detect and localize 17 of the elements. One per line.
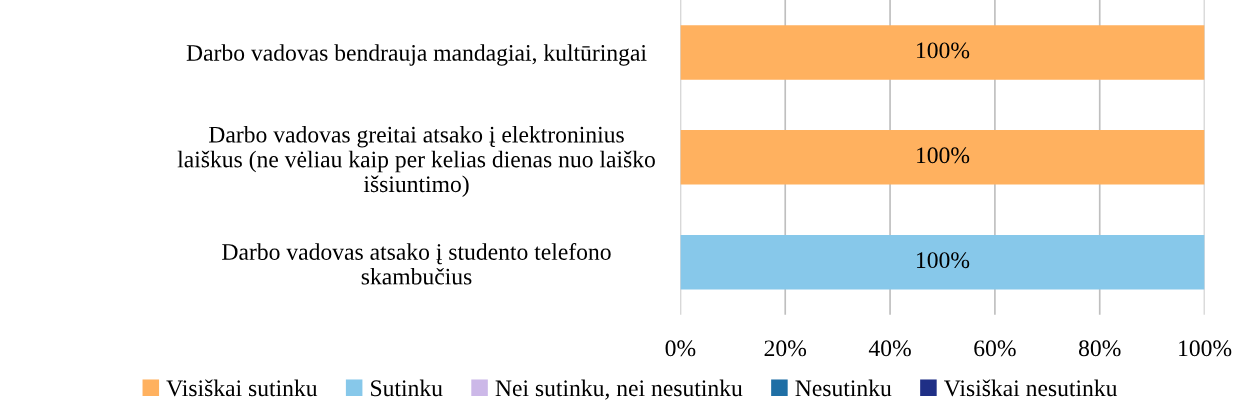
y-tick-label: Darbo vadovas greitai atsako į elektroninius laiškus (ne vėliau kaip per kelias dienas nuo laiško išsiuntimo): [177, 126, 655, 197]
x-tick-label: 40%: [868, 340, 911, 357]
x-tick-label: 100%: [1179, 340, 1232, 357]
legend-label: Visiškai sutinku: [166, 379, 318, 397]
x-tick-label: 60%: [974, 340, 1016, 357]
x-tick-label: 20%: [764, 340, 807, 357]
x-tick-label: 0%: [665, 340, 696, 357]
y-tick-label: Darbo vadovas atsako į studento telefono skambučius: [222, 243, 611, 285]
data-label: 100%: [917, 252, 970, 269]
legend-label: Nesutinku: [795, 379, 892, 397]
legend-label: Visiškai nesutinku: [944, 379, 1118, 397]
data-label: 100%: [917, 42, 970, 59]
data-label: 100%: [917, 147, 970, 164]
legend-label: Nei sutinku, nei nesutinku: [495, 379, 743, 400]
y-tick-label: Darbo vadovas bendrauja mandagiai, kultūringai: [186, 44, 647, 66]
legend-label: Sutinku: [371, 379, 443, 397]
x-tick-label: 80%: [1078, 340, 1121, 357]
